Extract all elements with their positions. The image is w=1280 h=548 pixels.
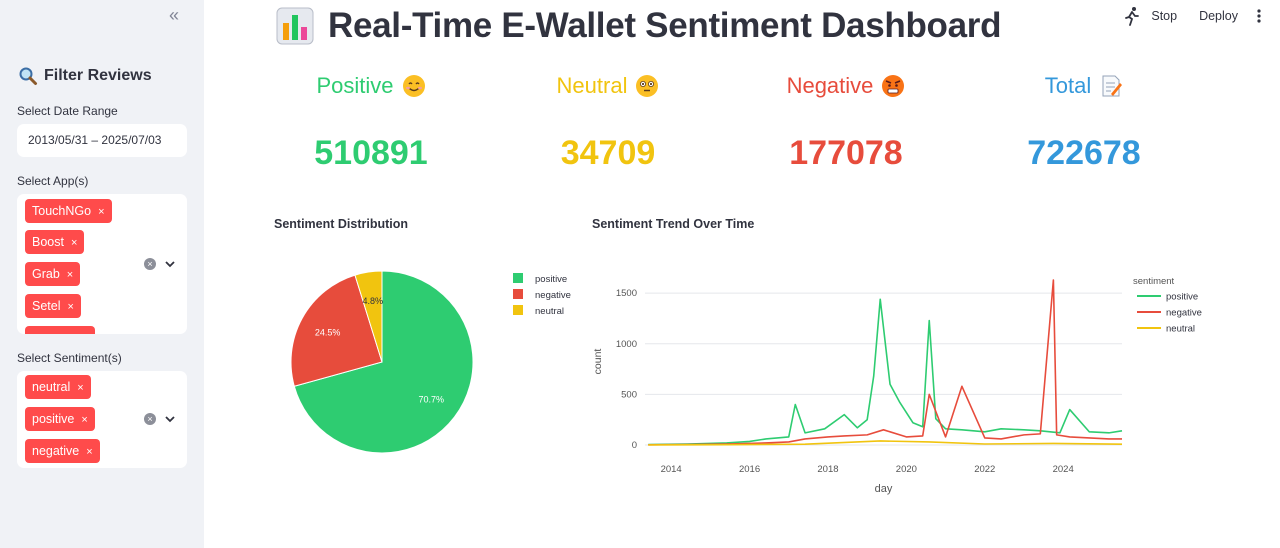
- x-tick-label: 2022: [974, 464, 995, 475]
- remove-tag-icon[interactable]: ×: [70, 237, 78, 249]
- chevron-down-icon[interactable]: [164, 258, 176, 270]
- y-tick-label: 1500: [616, 288, 637, 299]
- remove-tag-icon[interactable]: ×: [81, 414, 88, 426]
- remove-tag-icon[interactable]: ×: [98, 206, 105, 218]
- toolbar: Stop Deploy: [1123, 6, 1262, 26]
- x-tick-label: 2016: [739, 464, 760, 475]
- line-chart-title: Sentiment Trend Over Time: [592, 217, 755, 231]
- app-tag-grab: Grab ×: [25, 262, 81, 286]
- apps-label: Select App(s): [17, 174, 89, 188]
- memo-icon: [1102, 75, 1123, 97]
- filter-title: Filter Reviews: [44, 67, 152, 84]
- x-tick-label: 2014: [661, 464, 682, 475]
- page-title: Real-Time E-Wallet Sentiment Dashboard: [276, 4, 1001, 48]
- sentiment-tag-label: negative: [32, 444, 80, 458]
- pie-label-negative: 24.5%: [315, 327, 341, 337]
- pie-label-positive: 70.7%: [418, 394, 444, 404]
- page-title-text: Real-Time E-Wallet Sentiment Dashboard: [328, 6, 1002, 45]
- date-range-input[interactable]: 2013/05/31 – 2025/07/03: [17, 124, 187, 157]
- x-axis-label: day: [875, 483, 893, 495]
- app-tag-setel: Setel ×: [25, 294, 81, 318]
- stop-button[interactable]: Stop: [1151, 9, 1178, 23]
- deploy-button[interactable]: Deploy: [1199, 9, 1238, 23]
- smiling-face-icon: [402, 75, 425, 97]
- series-line-neutral: [648, 440, 1123, 446]
- sentiment-tag-label: neutral: [32, 380, 71, 394]
- angry-face-icon: [882, 75, 905, 97]
- remove-tag-icon[interactable]: ×: [77, 382, 84, 394]
- pie-slice-negative: [290, 274, 383, 387]
- y-axis-label: count: [592, 349, 604, 375]
- remove-tag-icon[interactable]: ×: [66, 269, 74, 281]
- app-tag-touchngo: TouchNGo ×: [25, 199, 112, 223]
- y-tick-label: 0: [632, 440, 637, 451]
- sentiment-tag-label: positive: [32, 412, 75, 426]
- remove-tag-icon[interactable]: ×: [86, 446, 93, 458]
- legend-label-negative: negative: [535, 290, 571, 301]
- sentiment-label: Select Sentiment(s): [17, 351, 122, 365]
- app-tag-label: Grab: [32, 267, 60, 281]
- sentiment-tag-negative: negative ×: [25, 439, 100, 463]
- date-range-label: Select Date Range: [17, 104, 118, 118]
- app-tag-label: TouchNGo: [32, 204, 92, 218]
- y-tick-label: 1000: [616, 339, 637, 350]
- collapse-sidebar-button[interactable]: «: [168, 5, 179, 25]
- clear-all-icon[interactable]: ×: [144, 258, 156, 270]
- clear-all-icon[interactable]: ×: [144, 413, 156, 425]
- legend-title: sentiment: [1133, 276, 1175, 287]
- sidebar: « Filter Reviews Select Date Range 2013/…: [0, 0, 204, 548]
- kpi-neutral: Neutral 34709: [508, 70, 708, 173]
- magnifier-icon: [19, 67, 37, 85]
- app-tag-label: Boost: [32, 235, 64, 249]
- sentiment-tag-neutral: neutral ×: [25, 375, 91, 399]
- sentiment-tag-positive: positive ×: [25, 407, 95, 431]
- legend-label-neutral: neutral: [535, 306, 564, 317]
- kpi-label: Positive: [316, 73, 394, 98]
- remove-tag-icon[interactable]: ×: [67, 301, 74, 313]
- series-line-negative: [648, 279, 1122, 446]
- legend-label-positive: positive: [535, 274, 567, 285]
- sentiment-trend-chart: 0 500 1000 1500 2014 2016 2018 2020 2022 2024 coun…: [592, 276, 1202, 495]
- app-tag-boost: Boost ×: [25, 230, 85, 254]
- sentiment-pie-chart: 70.7% 24.5% 4.8% positive negative neutral: [290, 270, 571, 454]
- legend-label-positive: positive: [1166, 292, 1198, 303]
- kpi-value: 177078: [789, 134, 903, 172]
- legend-swatch-negative: [513, 289, 523, 299]
- kpi-value: 510891: [314, 134, 428, 172]
- kpi-negative: Negative 177078: [746, 70, 946, 173]
- flushed-face-icon: [636, 75, 659, 97]
- app-tag-label: Setel: [32, 299, 61, 313]
- pie-slice-neutral: [354, 270, 383, 363]
- kpi-label: Total: [1044, 73, 1092, 98]
- kpi-positive: Positive 510891: [271, 70, 471, 173]
- running-man-icon: [1125, 7, 1140, 26]
- y-tick-label: 500: [621, 389, 637, 400]
- legend-swatch-neutral: [513, 305, 523, 315]
- x-tick-label: 2024: [1053, 464, 1074, 475]
- x-tick-label: 2018: [817, 464, 838, 475]
- series-line-positive: [648, 298, 1123, 446]
- pie-chart-title: Sentiment Distribution: [274, 217, 409, 231]
- apps-multiselect[interactable]: TouchNGo × Boost × Grab × Setel × ×: [17, 194, 187, 334]
- chevron-down-icon[interactable]: [164, 413, 176, 425]
- x-tick-label: 2020: [896, 464, 917, 475]
- sentiment-multiselect[interactable]: neutral × positive × negative × ×: [17, 371, 187, 468]
- legend-label-neutral: neutral: [1166, 324, 1195, 335]
- app-tag-partial: [25, 326, 95, 334]
- filter-heading: Filter Reviews: [18, 66, 152, 86]
- kpi-value: 722678: [1027, 134, 1141, 172]
- kpi-label: Negative: [786, 73, 874, 98]
- more-options-icon[interactable]: [1256, 8, 1262, 24]
- legend-label-negative: negative: [1166, 308, 1202, 319]
- kpi-label: Neutral: [556, 73, 628, 98]
- kpi-value: 34709: [560, 134, 656, 172]
- legend-swatch-positive: [513, 273, 523, 283]
- bar-chart-icon: [276, 7, 314, 45]
- pie-slice-positive: [293, 270, 474, 454]
- pie-label-neutral: 4.8%: [362, 296, 383, 306]
- kpi-total: Total 722678: [984, 70, 1184, 173]
